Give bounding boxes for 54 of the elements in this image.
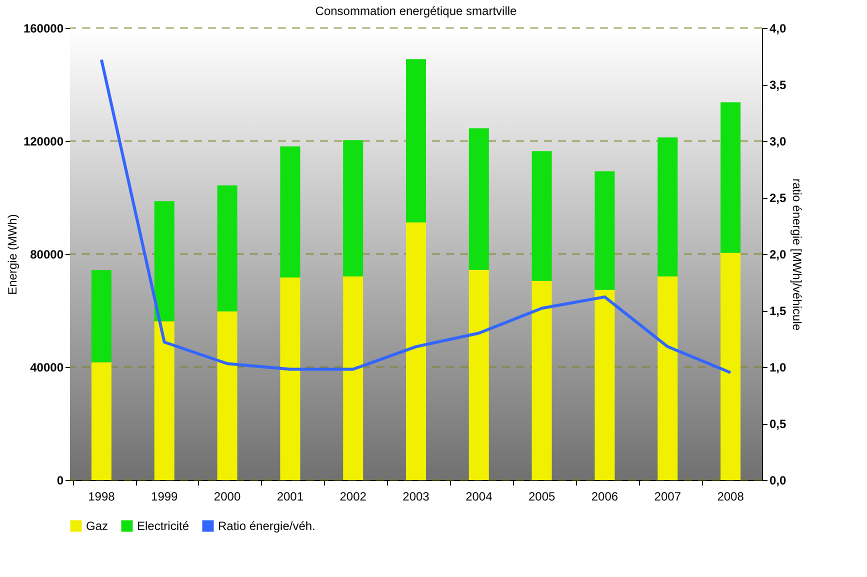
y2-tick-label: 3,5 (770, 78, 787, 92)
bar (532, 280, 552, 480)
bar (217, 185, 238, 312)
bar (468, 270, 489, 480)
bar (217, 311, 238, 480)
bar (280, 146, 300, 278)
bar (594, 171, 615, 290)
y2-tick-label: 0,0 (770, 474, 787, 488)
bar (532, 151, 552, 281)
legend-label: Gaz (86, 519, 108, 533)
bar (406, 59, 426, 222)
bar (594, 290, 615, 480)
line-series (100, 58, 732, 374)
y2-tick-label: 3,0 (770, 134, 787, 148)
x-tick-label: 1999 (151, 490, 178, 504)
bar (91, 362, 112, 480)
y-tick-label: 120000 (23, 134, 64, 148)
y-tick-label: 0 (56, 474, 64, 488)
y-tick-label: 40000 (30, 360, 64, 374)
chart-title: Consommation energétique smartville (315, 4, 518, 18)
y-axis-title: Energie (MWh) (5, 214, 20, 295)
x-tick-label: 2006 (591, 490, 618, 504)
y2-tick-label: 4,0 (770, 22, 787, 36)
legend-label: Electricité (137, 519, 190, 533)
bar (343, 276, 364, 480)
x-tick-label: 2008 (717, 490, 744, 504)
legend-label: Ratio énergie/véh. (218, 519, 316, 533)
bar (280, 277, 300, 480)
bar (468, 128, 489, 270)
y2-tick-label: 0,5 (770, 417, 787, 431)
y2-tick-label: 2,0 (770, 248, 787, 262)
x-tick-label: 1998 (88, 490, 116, 504)
y2-tick-label: 1,5 (770, 304, 787, 318)
bar (658, 137, 678, 276)
bar (658, 276, 678, 480)
x-tick-label: 2004 (466, 490, 493, 504)
bar (343, 140, 364, 276)
x-tick-label: 2003 (402, 490, 430, 504)
bar (154, 321, 174, 480)
x-tick-label: 2001 (276, 490, 304, 504)
x-tick-label: 2005 (528, 490, 556, 504)
y2-tick-label: 2,5 (770, 191, 787, 205)
bar (720, 252, 741, 480)
x-tick-label: 2007 (654, 490, 682, 504)
y2-tick-label: 1,0 (770, 360, 787, 374)
bar (720, 102, 741, 253)
bar (91, 270, 112, 362)
bar (154, 201, 174, 322)
y-tick-label: 80000 (30, 248, 64, 262)
x-tick-label: 2000 (214, 490, 241, 504)
y2-axis-title: ratio énergie [MWh]/véhicule (790, 178, 804, 331)
bar (406, 222, 426, 480)
y-tick-label: 160000 (23, 22, 64, 36)
x-tick-label: 2002 (340, 490, 367, 504)
